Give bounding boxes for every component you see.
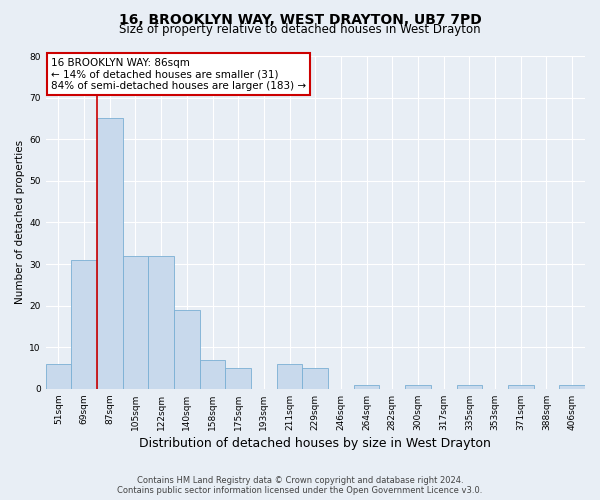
Bar: [226, 368, 251, 389]
Bar: [46, 364, 71, 389]
Bar: [148, 256, 174, 389]
Bar: [559, 384, 585, 389]
Text: 16 BROOKLYN WAY: 86sqm
← 14% of detached houses are smaller (31)
84% of semi-det: 16 BROOKLYN WAY: 86sqm ← 14% of detached…: [51, 58, 306, 91]
Text: 16, BROOKLYN WAY, WEST DRAYTON, UB7 7PD: 16, BROOKLYN WAY, WEST DRAYTON, UB7 7PD: [119, 12, 481, 26]
Bar: [277, 364, 302, 389]
Bar: [302, 368, 328, 389]
Bar: [508, 384, 533, 389]
Bar: [200, 360, 226, 389]
Y-axis label: Number of detached properties: Number of detached properties: [15, 140, 25, 304]
Bar: [71, 260, 97, 389]
X-axis label: Distribution of detached houses by size in West Drayton: Distribution of detached houses by size …: [139, 437, 491, 450]
Bar: [354, 384, 379, 389]
Text: Contains HM Land Registry data © Crown copyright and database right 2024.
Contai: Contains HM Land Registry data © Crown c…: [118, 476, 482, 495]
Text: Size of property relative to detached houses in West Drayton: Size of property relative to detached ho…: [119, 22, 481, 36]
Bar: [122, 256, 148, 389]
Bar: [174, 310, 200, 389]
Bar: [457, 384, 482, 389]
Bar: [405, 384, 431, 389]
Bar: [97, 118, 122, 389]
